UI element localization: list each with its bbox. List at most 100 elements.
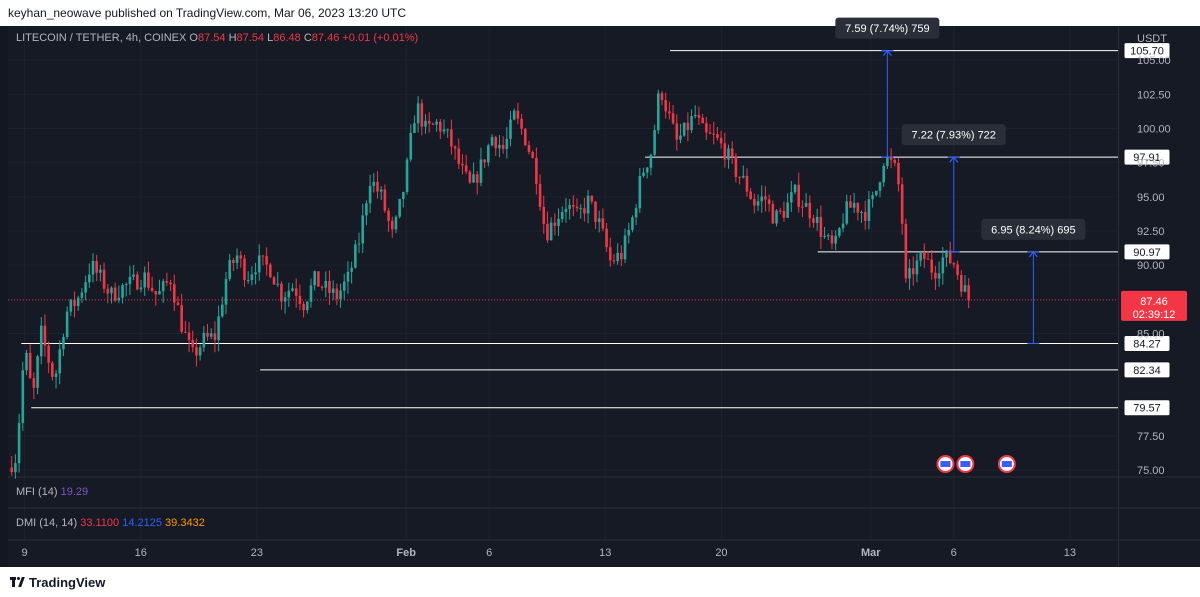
candle-body <box>594 201 597 222</box>
candle-body <box>235 255 239 264</box>
candle-body <box>501 144 505 149</box>
candle-body <box>616 252 619 262</box>
candle-body <box>693 114 697 117</box>
candle-body <box>605 228 608 248</box>
candle-body <box>638 175 642 209</box>
candle-body <box>254 272 257 275</box>
dmi-label: DMI (14, 14) <box>16 517 78 529</box>
candle-body <box>863 211 867 221</box>
candle-body <box>523 128 527 146</box>
candle-body <box>897 162 900 185</box>
candle-body <box>712 133 716 135</box>
low-value: 86.48 <box>273 32 301 44</box>
candle-body <box>143 272 147 288</box>
mfi-indicator[interactable]: MFI (14) 19.29 <box>16 486 88 498</box>
candle-body <box>313 271 316 286</box>
candle-body <box>172 284 176 303</box>
candle-body <box>28 352 32 379</box>
candle-body <box>705 123 708 133</box>
candle-body <box>10 467 13 473</box>
dmi-minus-value: 14.2125 <box>122 517 162 529</box>
level-price-badge <box>1123 399 1171 417</box>
tradingview-logo[interactable]: TradingView <box>10 575 105 590</box>
candle-body <box>413 123 416 133</box>
candle-body <box>269 264 272 278</box>
candle-body <box>376 181 379 192</box>
candle-body <box>457 148 461 164</box>
candle-body <box>490 136 494 146</box>
brand-bar: TradingView <box>0 567 1200 597</box>
candle-body <box>527 145 531 152</box>
candle-body <box>424 120 427 127</box>
candle-body <box>132 274 135 277</box>
dmi-indicator[interactable]: DMI (14, 14) 33.1100 14.2125 39.3432 <box>16 517 205 529</box>
candle-body <box>65 311 69 338</box>
candle-body <box>852 202 856 208</box>
candle-body <box>671 113 675 124</box>
candle-body <box>361 215 365 244</box>
time-tick-label: 6 <box>951 547 957 559</box>
candle-body <box>597 218 601 222</box>
candle-body <box>546 223 549 241</box>
candle-body <box>875 190 878 196</box>
measure-label-box <box>981 218 1086 240</box>
candle-body <box>686 122 690 131</box>
candle-body <box>760 196 764 202</box>
candle-body <box>62 337 65 350</box>
mfi-label: MFI (14) <box>16 486 58 498</box>
candle-body <box>14 463 17 473</box>
open-label: O <box>189 32 198 44</box>
candle-body <box>771 203 775 224</box>
candle-body <box>224 278 228 305</box>
level-price-label: 97.91 <box>1133 152 1161 164</box>
candle-body <box>187 332 191 340</box>
candle-body <box>110 287 113 294</box>
price-tick-label: 100.00 <box>1137 124 1171 136</box>
candle-body <box>32 378 36 388</box>
candle-body <box>39 325 43 357</box>
change-value: +0.01 (+0.01%) <box>342 32 419 44</box>
candle-body <box>623 235 627 260</box>
candle-body <box>549 222 553 241</box>
candle-body <box>959 275 963 292</box>
candle-body <box>753 199 756 206</box>
candle-body <box>612 260 616 262</box>
candle-body <box>923 252 926 259</box>
candle-body <box>191 339 195 348</box>
level-price-label: 90.97 <box>1133 247 1161 259</box>
candle-body <box>963 285 967 292</box>
candle-body <box>782 210 786 218</box>
candle-body <box>812 218 815 223</box>
candle-body <box>579 208 583 210</box>
candle-body <box>416 103 420 124</box>
candle-body <box>819 216 823 237</box>
price-tick-label: 85.00 <box>1137 329 1165 341</box>
tradingview-logo-icon <box>10 577 26 587</box>
candle-body <box>21 370 25 424</box>
candle-body <box>871 195 874 200</box>
candle-body <box>124 284 128 286</box>
candle-body <box>952 263 956 265</box>
candle-body <box>856 202 860 213</box>
candle-body <box>17 423 21 464</box>
candle-body <box>786 202 789 218</box>
candle-body <box>878 182 882 191</box>
candle-body <box>158 291 161 295</box>
candle-body <box>302 303 305 311</box>
candle-body <box>73 299 76 307</box>
candle-body <box>180 305 183 332</box>
candle-body <box>553 222 557 227</box>
candle-body <box>161 281 165 292</box>
candle-body <box>84 282 87 293</box>
candle-body <box>287 290 291 298</box>
candle-body <box>165 281 169 283</box>
axis-currency: USDT <box>1137 33 1167 45</box>
candle-body <box>202 332 206 348</box>
price-tick-label: 75.00 <box>1137 465 1165 477</box>
candle-body <box>838 228 841 236</box>
candle-body <box>228 260 231 279</box>
candle-body <box>516 110 520 119</box>
candle-body <box>505 138 509 149</box>
grid <box>8 26 1200 567</box>
